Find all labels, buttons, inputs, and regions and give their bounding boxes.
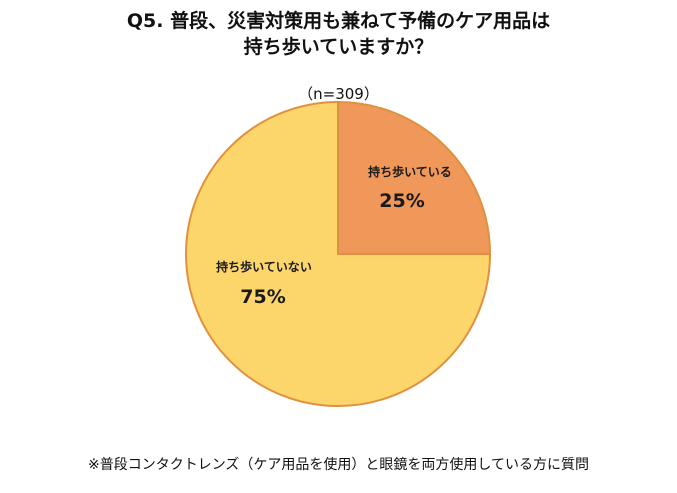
- footnote: ※普段コンタクトレンズ（ケア用品を使用）と眼鏡を両方使用している方に質問: [87, 457, 590, 473]
- pie-slice-2: [185, 100, 492, 407]
- slice-label-1: 持ち歩いている: [368, 164, 452, 179]
- chart-title-line-1: Q5. 普段、災害対策用も兼ねて予備のケア用品は: [126, 10, 551, 32]
- pie-slice-1: [337, 100, 492, 255]
- slice-value-2: 75%: [240, 286, 285, 308]
- slice-value-1: 25%: [379, 190, 424, 212]
- chart-title: Q5. 普段、災害対策用も兼ねて予備のケア用品は 持ち歩いていますか？: [0, 8, 677, 60]
- sample-size: （n=309）: [298, 85, 379, 103]
- chart-title-line-2: 持ち歩いていますか？: [243, 36, 434, 58]
- slice-label-2: 持ち歩いていない: [216, 259, 312, 274]
